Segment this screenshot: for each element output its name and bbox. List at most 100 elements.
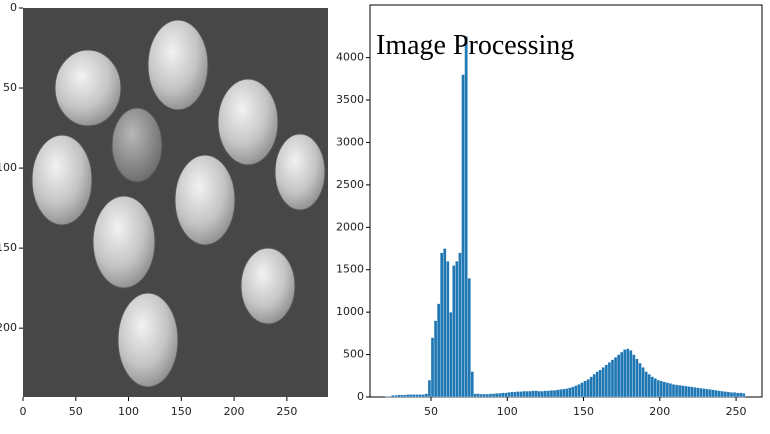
y-tick-label: 1000 bbox=[336, 305, 364, 318]
histogram-bar bbox=[418, 394, 423, 398]
histogram-bar bbox=[549, 390, 554, 398]
x-tick-label: 200 bbox=[224, 405, 245, 418]
histogram-bar bbox=[424, 393, 429, 398]
histogram-bar bbox=[659, 380, 664, 398]
histogram-bar bbox=[421, 394, 426, 398]
histogram-bar bbox=[531, 390, 535, 398]
y-tick-label: 3500 bbox=[336, 93, 364, 106]
y-tick-label: 0 bbox=[357, 390, 364, 403]
histogram-bar bbox=[491, 393, 496, 398]
histogram-bar bbox=[632, 354, 636, 398]
histogram-bar bbox=[519, 391, 523, 398]
histogram-bar bbox=[501, 392, 505, 398]
histogram-bar bbox=[619, 351, 624, 398]
histogram-bar bbox=[546, 390, 551, 398]
histogram-bar bbox=[742, 393, 746, 398]
histogram-bar bbox=[482, 393, 487, 398]
histogram-bar bbox=[522, 390, 526, 398]
y-tick-label: 2500 bbox=[336, 178, 364, 191]
histogram-bar bbox=[583, 380, 587, 398]
x-tick-label: 150 bbox=[573, 405, 594, 418]
histogram-bar bbox=[479, 393, 484, 398]
histogram-bar bbox=[674, 384, 679, 398]
histogram-bar bbox=[516, 391, 520, 398]
histogram-bar bbox=[473, 393, 477, 398]
coin bbox=[240, 247, 296, 325]
histogram-bar bbox=[616, 354, 621, 398]
histogram-bar bbox=[391, 395, 395, 398]
histogram-bar bbox=[732, 392, 737, 398]
histogram-bar bbox=[385, 396, 389, 398]
x-tick-label: 200 bbox=[649, 405, 670, 418]
histogram-bar bbox=[513, 391, 517, 398]
histogram-bar bbox=[653, 378, 657, 398]
histogram-bar bbox=[720, 390, 725, 398]
histogram-bar bbox=[604, 364, 609, 398]
histogram-bar bbox=[647, 373, 651, 398]
histogram-bar bbox=[681, 385, 685, 398]
histogram-bar bbox=[470, 371, 474, 398]
y-tick-label: 200 bbox=[0, 321, 17, 334]
histogram-bar bbox=[641, 367, 645, 398]
histogram-bar bbox=[485, 393, 490, 398]
histogram-bar bbox=[455, 261, 459, 398]
histogram-bar bbox=[452, 265, 456, 398]
histogram-bar bbox=[677, 384, 682, 398]
coin bbox=[92, 195, 156, 289]
histogram-bar bbox=[668, 383, 673, 398]
histogram-bar bbox=[403, 394, 407, 398]
histogram-bar bbox=[623, 349, 627, 398]
y-tick-label: 1500 bbox=[336, 263, 364, 276]
coin bbox=[217, 78, 279, 166]
chart-title: Image Processing bbox=[376, 30, 574, 61]
histogram-bar bbox=[552, 390, 557, 398]
histogram-bar bbox=[562, 388, 566, 398]
y-tick-label: 3000 bbox=[336, 135, 364, 148]
histogram-bar bbox=[693, 387, 697, 398]
histogram-bar bbox=[397, 394, 401, 398]
histogram-bar bbox=[586, 379, 590, 398]
histogram-bar bbox=[476, 393, 480, 398]
histogram-bar bbox=[687, 386, 691, 398]
histogram-bar bbox=[449, 312, 453, 398]
y-tick-label: 4000 bbox=[336, 51, 364, 64]
x-tick-label: 50 bbox=[424, 405, 438, 418]
histogram-bar bbox=[723, 391, 728, 398]
histogram-bar bbox=[430, 337, 435, 398]
coin bbox=[174, 154, 236, 246]
histogram-bar bbox=[662, 381, 667, 398]
y-tick-label: 2000 bbox=[336, 220, 364, 233]
histogram-bar bbox=[443, 248, 447, 398]
histogram-bar bbox=[543, 390, 548, 398]
histogram-bar bbox=[525, 390, 529, 398]
histogram-bar bbox=[565, 388, 569, 398]
histogram-bar bbox=[638, 362, 642, 398]
histogram-bar bbox=[555, 389, 560, 398]
histogram-bar bbox=[409, 394, 413, 398]
histogram-bar bbox=[595, 371, 599, 398]
histogram-bar bbox=[607, 362, 612, 398]
histogram-bar bbox=[690, 386, 694, 398]
histogram-bar bbox=[610, 359, 615, 398]
histogram-bar bbox=[598, 369, 602, 398]
histogram-bar bbox=[464, 36, 468, 398]
histogram-bar bbox=[446, 261, 450, 398]
histogram-bar bbox=[412, 394, 416, 398]
x-tick-label: 0 bbox=[20, 405, 27, 418]
histogram-bar bbox=[644, 371, 648, 398]
histogram-bar bbox=[735, 392, 740, 398]
histogram-bar bbox=[467, 278, 471, 398]
histogram-bar bbox=[580, 382, 584, 398]
histogram-bar bbox=[400, 394, 404, 398]
histogram-bar bbox=[702, 388, 706, 398]
histogram-frame bbox=[369, 4, 763, 398]
histogram-bar bbox=[626, 348, 630, 398]
histogram-bar bbox=[568, 387, 572, 398]
histogram-bar bbox=[656, 379, 660, 398]
y-tick-label: 150 bbox=[0, 241, 17, 254]
histogram-bar bbox=[708, 389, 712, 398]
histogram-bar bbox=[558, 389, 563, 398]
y-tick-label: 50 bbox=[3, 81, 17, 94]
histogram-bar bbox=[635, 358, 639, 398]
histogram-bar bbox=[540, 390, 545, 398]
